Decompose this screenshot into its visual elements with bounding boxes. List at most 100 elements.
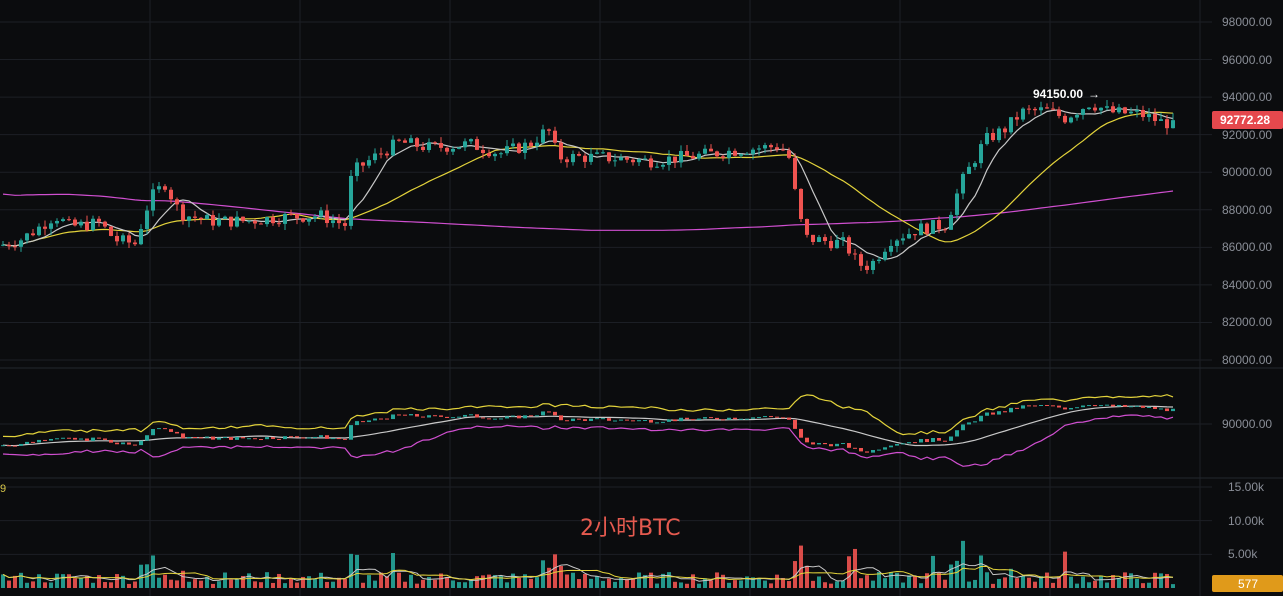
volume-bar[interactable] [979, 555, 983, 588]
candle[interactable] [415, 138, 419, 147]
candle[interactable] [541, 129, 545, 143]
volume-bar[interactable] [31, 581, 35, 588]
volume-bar[interactable] [163, 574, 167, 588]
volume-bar[interactable] [865, 575, 869, 588]
candle[interactable] [7, 244, 11, 247]
volume-bar[interactable] [715, 572, 719, 588]
volume-bar[interactable] [523, 574, 527, 588]
candle[interactable] [661, 164, 665, 167]
volume-bar[interactable] [1081, 576, 1085, 588]
volume-bar[interactable] [151, 555, 155, 588]
candle[interactable] [163, 186, 167, 190]
volume-bar[interactable] [769, 583, 773, 588]
candle[interactable] [91, 218, 95, 231]
candle[interactable] [421, 146, 425, 151]
candle[interactable] [769, 145, 773, 148]
candle[interactable] [169, 189, 173, 200]
volume-bar[interactable] [1015, 578, 1019, 588]
volume-bar[interactable] [991, 583, 995, 588]
volume-bar[interactable] [913, 575, 917, 588]
volume-bar[interactable] [1039, 576, 1043, 588]
volume-bar[interactable] [583, 573, 587, 588]
candle[interactable] [847, 237, 851, 254]
volume-bar[interactable] [1105, 582, 1109, 588]
volume-bar[interactable] [235, 579, 239, 588]
volume-bar[interactable] [385, 576, 389, 588]
candle[interactable] [451, 148, 455, 152]
candle[interactable] [913, 234, 917, 236]
volume-bar[interactable] [655, 583, 659, 588]
volume-bar[interactable] [511, 573, 515, 588]
volume-bar[interactable] [421, 579, 425, 588]
candle[interactable] [85, 221, 89, 231]
candle[interactable] [1069, 117, 1073, 123]
volume-bar[interactable] [325, 581, 329, 588]
candle[interactable] [745, 154, 749, 156]
candle[interactable] [859, 254, 863, 266]
candle[interactable] [1027, 108, 1031, 110]
candle[interactable] [1039, 107, 1043, 111]
candle[interactable] [109, 226, 113, 236]
price-panel[interactable]: 94150.00 → [0, 21, 1212, 361]
candle[interactable] [457, 147, 461, 149]
candle[interactable] [1033, 108, 1037, 111]
candle[interactable] [265, 217, 269, 225]
volume-bar[interactable] [55, 573, 59, 588]
candle[interactable] [331, 220, 335, 224]
volume-bar[interactable] [1057, 576, 1061, 588]
candle[interactable] [493, 153, 497, 157]
volume-bar[interactable] [307, 576, 311, 588]
candle[interactable] [277, 223, 281, 225]
candle[interactable] [685, 150, 689, 156]
candle[interactable] [625, 157, 629, 160]
volume-bar[interactable] [565, 574, 569, 588]
candle[interactable] [697, 153, 701, 159]
volume-bar[interactable] [25, 582, 29, 588]
volume-bar[interactable] [505, 582, 509, 588]
candle[interactable] [205, 215, 209, 220]
candle[interactable] [943, 229, 947, 231]
candle[interactable] [727, 150, 731, 158]
candle[interactable] [721, 156, 725, 158]
candle[interactable] [1111, 106, 1115, 113]
volume-bar[interactable] [337, 577, 341, 588]
volume-bar[interactable] [1171, 584, 1175, 588]
candle[interactable] [997, 128, 1001, 141]
volume-bar[interactable] [997, 578, 1001, 588]
candle[interactable] [703, 148, 707, 154]
candle[interactable] [787, 150, 791, 158]
volume-bar[interactable] [169, 579, 173, 588]
candle[interactable] [877, 259, 881, 261]
candle[interactable] [619, 157, 623, 161]
candle[interactable] [61, 219, 65, 221]
candle[interactable] [865, 265, 869, 270]
volume-bar[interactable] [175, 580, 179, 588]
volume-bar[interactable] [457, 582, 461, 588]
candle[interactable] [835, 239, 839, 249]
volume-bar[interactable] [817, 576, 821, 588]
volume-bar[interactable] [895, 572, 899, 588]
volume-bar[interactable] [475, 576, 479, 588]
volume-bar[interactable] [721, 574, 725, 588]
volume-bar[interactable] [115, 574, 119, 588]
volume-bar[interactable] [1129, 573, 1133, 588]
volume-bar[interactable] [199, 580, 203, 588]
candle[interactable] [157, 186, 161, 190]
volume-bar[interactable] [67, 574, 71, 588]
volume-bar[interactable] [295, 582, 299, 588]
volume-bar[interactable] [595, 576, 599, 588]
volume-bar[interactable] [607, 578, 611, 588]
volume-bar[interactable] [691, 574, 695, 588]
candle[interactable] [151, 189, 155, 211]
volume-bar[interactable] [289, 578, 293, 588]
volume-bar[interactable] [685, 583, 689, 588]
candle[interactable] [907, 234, 911, 239]
candle[interactable] [1009, 117, 1013, 133]
candle[interactable] [1, 244, 5, 246]
volume-bar[interactable] [709, 580, 713, 588]
volume-bar[interactable] [1093, 580, 1097, 588]
volume-bar[interactable] [961, 540, 965, 588]
candle[interactable] [487, 153, 491, 157]
volume-bar[interactable] [205, 576, 209, 588]
candle[interactable] [439, 143, 443, 148]
